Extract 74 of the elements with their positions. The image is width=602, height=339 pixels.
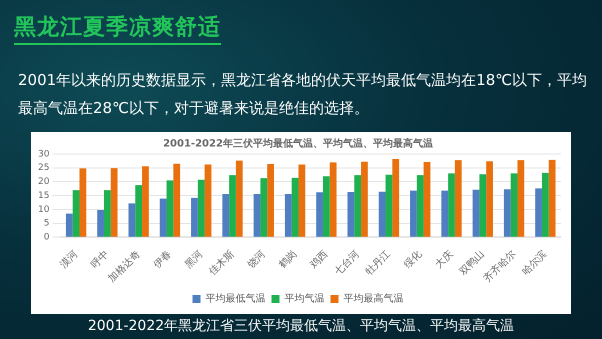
bar xyxy=(316,192,323,237)
x-tick-label: 牡丹江 xyxy=(363,248,393,278)
bar xyxy=(347,192,354,237)
x-tick-label: 哈尔滨 xyxy=(520,248,550,278)
bar xyxy=(510,173,518,237)
bar xyxy=(267,164,274,237)
y-tick-label: 25 xyxy=(38,163,50,174)
bar xyxy=(322,176,330,237)
bar xyxy=(128,203,136,237)
bar xyxy=(135,185,142,237)
bar xyxy=(222,194,230,237)
x-tick-label: 大庆 xyxy=(432,248,456,271)
chart-subtitle: 2001年以来的历史数据显示，黑龙江省各地的伏天平均最低气温均在18℃以下，平均最高气温在28℃以下，对于避暑来说是绝佳的选择。 xyxy=(18,70,588,119)
bar xyxy=(260,178,268,237)
bar xyxy=(424,162,430,237)
bar xyxy=(441,190,448,237)
bar xyxy=(160,198,167,237)
bar xyxy=(173,164,180,237)
text: 2001-2022年三伏平均最低气温、平均气温、平均最高气温 xyxy=(163,138,433,150)
x-tick-label: 鸡西 xyxy=(308,248,330,272)
bar xyxy=(254,194,260,237)
bar xyxy=(548,160,556,237)
bar xyxy=(104,190,111,237)
bar xyxy=(142,166,149,237)
x-tick-label: 饶河 xyxy=(244,248,268,272)
bar xyxy=(535,188,542,237)
y-tick-label: 10 xyxy=(38,204,50,215)
bar xyxy=(354,175,362,237)
bar xyxy=(79,168,86,237)
bar xyxy=(517,160,524,237)
bar xyxy=(292,178,298,237)
text: 2001-2022年黑龙江省三伏平均最低气温、平均气温、平均最高气温 xyxy=(86,317,516,335)
bar xyxy=(298,164,306,237)
bar xyxy=(330,162,337,237)
y-tick-label: 30 xyxy=(38,149,50,160)
bar xyxy=(392,158,400,237)
x-tick-label: 七台河 xyxy=(332,248,362,278)
bar xyxy=(448,173,455,237)
y-tick-label: 15 xyxy=(38,190,50,201)
bar xyxy=(198,180,205,237)
legend-label: 平均最低气温 xyxy=(206,292,266,305)
bar xyxy=(542,172,549,237)
bar xyxy=(486,161,493,237)
legend-label: 平均气温 xyxy=(284,292,324,305)
bar xyxy=(66,214,73,237)
y-tick-label: 0 xyxy=(44,232,50,243)
y-tick-label: 5 xyxy=(44,218,50,229)
bar xyxy=(378,192,386,237)
x-tick-label: 绥化 xyxy=(402,248,424,271)
bar xyxy=(284,194,292,237)
bar xyxy=(204,164,212,237)
bar xyxy=(454,160,462,237)
bar xyxy=(472,190,480,237)
bar xyxy=(386,174,392,237)
bar xyxy=(191,198,198,237)
bar xyxy=(479,174,486,237)
bar xyxy=(416,175,424,237)
x-tick-label: 佳木斯 xyxy=(206,248,236,278)
bar xyxy=(97,210,104,237)
bar xyxy=(72,190,80,237)
bar xyxy=(236,160,243,237)
x-tick-label: 黑河 xyxy=(182,248,206,271)
bar xyxy=(229,175,236,237)
bar xyxy=(166,180,174,237)
y-tick-label: 20 xyxy=(38,177,50,188)
bar xyxy=(410,190,417,237)
bar xyxy=(361,162,368,237)
x-tick-label: 伊春 xyxy=(152,248,174,271)
legend-label: 平均最高气温 xyxy=(344,292,404,305)
x-tick-label: 漠河 xyxy=(57,248,80,271)
x-tick-label: 鹤岗 xyxy=(276,248,300,271)
chart-title: 黑龙江夏季凉爽舒适 xyxy=(14,12,221,45)
bar xyxy=(110,168,118,237)
bar xyxy=(504,189,511,237)
